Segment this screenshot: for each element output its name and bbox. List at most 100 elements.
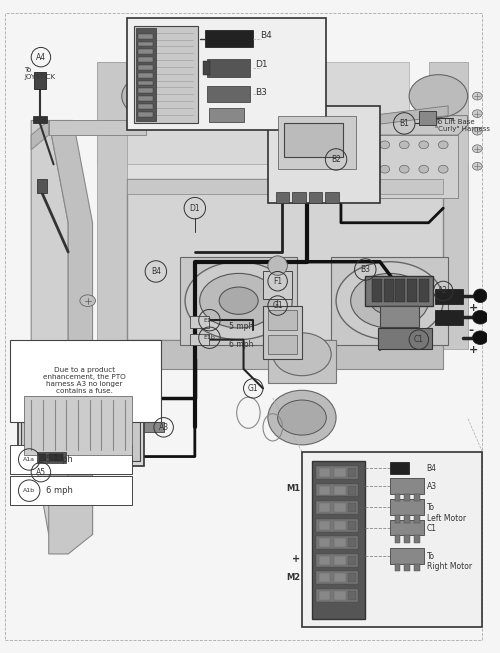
Bar [390, 500, 424, 515]
Polygon shape [117, 165, 468, 320]
Bar [318, 573, 330, 582]
Bar [334, 556, 346, 565]
Text: B4: B4 [426, 464, 436, 473]
Ellipse shape [438, 165, 448, 173]
Text: To Lift Base
"Curly" Harness: To Lift Base "Curly" Harness [436, 119, 490, 132]
Bar [22, 393, 141, 462]
Bar [210, 108, 244, 122]
Ellipse shape [219, 287, 258, 314]
Bar [134, 26, 198, 123]
Bar [334, 538, 346, 547]
Ellipse shape [438, 141, 448, 149]
Text: D1: D1 [255, 61, 268, 69]
Bar [204, 30, 254, 48]
Bar [390, 548, 424, 564]
Text: B1: B1 [400, 119, 409, 128]
Bar [414, 494, 420, 502]
Bar [316, 519, 358, 532]
Bar [263, 306, 302, 359]
Bar [318, 521, 330, 530]
Ellipse shape [472, 127, 482, 135]
Bar [390, 520, 424, 535]
Bar [292, 191, 306, 203]
Bar [138, 50, 153, 54]
Bar [56, 454, 64, 462]
Bar [316, 484, 358, 496]
Bar [268, 310, 297, 330]
Bar [18, 389, 144, 466]
Bar [396, 279, 405, 302]
Ellipse shape [273, 333, 331, 375]
Ellipse shape [472, 110, 482, 118]
Bar [348, 521, 356, 530]
Bar [318, 591, 330, 599]
Bar [39, 454, 46, 462]
Bar [326, 191, 339, 203]
Text: C1: C1 [414, 335, 424, 344]
Ellipse shape [370, 287, 409, 314]
Ellipse shape [380, 165, 390, 173]
Bar [278, 116, 355, 169]
Ellipse shape [80, 295, 96, 306]
Ellipse shape [419, 165, 428, 173]
Bar [284, 123, 343, 157]
Bar [404, 535, 410, 543]
Bar [268, 335, 297, 355]
Bar [348, 591, 356, 599]
Bar [334, 521, 346, 530]
Bar [33, 116, 47, 123]
Text: F1: F1 [273, 277, 282, 286]
Polygon shape [48, 120, 146, 135]
Bar [316, 502, 358, 514]
Text: B3: B3 [360, 265, 370, 274]
Bar [138, 72, 153, 78]
Polygon shape [48, 120, 92, 534]
Text: +: + [468, 345, 478, 355]
Bar [10, 476, 132, 505]
Ellipse shape [360, 165, 370, 173]
Text: B3: B3 [255, 88, 267, 97]
Bar [407, 279, 417, 302]
Ellipse shape [122, 74, 180, 118]
Bar [138, 34, 153, 39]
Bar [138, 65, 153, 70]
Bar [348, 538, 356, 547]
Ellipse shape [200, 274, 278, 328]
Text: E1b: E1b [204, 335, 216, 340]
Text: 6 mph: 6 mph [229, 340, 254, 349]
Ellipse shape [268, 390, 336, 445]
Polygon shape [48, 476, 92, 554]
Text: 5 mph: 5 mph [46, 454, 72, 464]
Ellipse shape [472, 145, 482, 153]
Text: G1: G1 [248, 384, 258, 393]
Bar [436, 289, 462, 304]
Bar [268, 340, 336, 383]
Bar [366, 276, 434, 306]
Text: A4: A4 [36, 53, 46, 61]
Bar [48, 454, 56, 462]
Text: To
JOYSTICK: To JOYSTICK [24, 67, 56, 80]
Polygon shape [370, 116, 468, 135]
Bar [334, 468, 346, 477]
Bar [318, 486, 330, 494]
Text: C1: C1 [426, 524, 436, 533]
Bar [312, 462, 366, 619]
Bar [138, 88, 153, 93]
Bar [334, 591, 346, 599]
Bar [138, 42, 153, 46]
Bar [348, 468, 356, 477]
Ellipse shape [350, 274, 428, 328]
Ellipse shape [472, 92, 482, 100]
Bar [419, 279, 428, 302]
Polygon shape [98, 62, 126, 349]
Bar [436, 310, 462, 325]
Ellipse shape [336, 262, 443, 340]
Text: M2: M2 [286, 573, 300, 582]
Text: A5: A5 [36, 468, 46, 477]
Text: To
Left Motor: To Left Motor [426, 503, 466, 522]
Bar [318, 468, 330, 477]
Ellipse shape [472, 163, 482, 170]
Bar [419, 111, 436, 125]
Bar [348, 556, 356, 565]
Polygon shape [428, 62, 468, 349]
